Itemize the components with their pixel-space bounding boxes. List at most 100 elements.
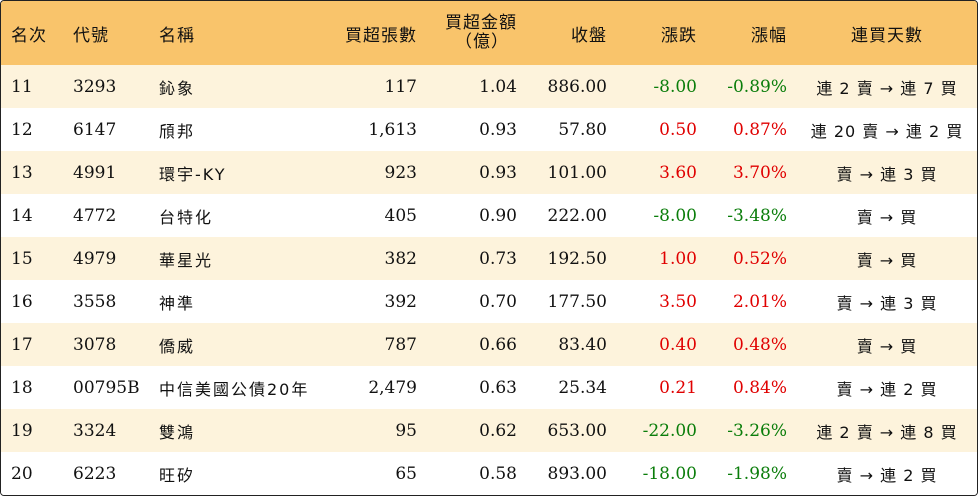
cell-net-buy-lots: 2,479 bbox=[368, 377, 417, 398]
cell-change: 3.50 bbox=[659, 291, 697, 312]
cell-rank: 20 bbox=[11, 463, 33, 484]
cell-close: 177.50 bbox=[547, 291, 607, 312]
cell-rank: 11 bbox=[11, 76, 33, 97]
cell-net-buy-lots: 1,613 bbox=[368, 119, 417, 140]
cell-net-buy-lots: 95 bbox=[395, 420, 417, 441]
header-change[interactable]: 漲跌 bbox=[661, 25, 697, 46]
cell-net-buy-amount: 0.66 bbox=[479, 334, 517, 355]
cell-change: 0.40 bbox=[659, 334, 697, 355]
cell-close: 893.00 bbox=[547, 463, 607, 484]
cell-net-buy-amount: 0.73 bbox=[479, 248, 517, 269]
table-row[interactable]: 17 3078 僑威 787 0.66 83.40 0.40 0.48% 賣 → 買 bbox=[1, 323, 977, 366]
cell-name: 鈊象 bbox=[159, 78, 196, 98]
cell-streak: 賣 → 連 3 買 bbox=[836, 164, 938, 184]
cell-rank: 14 bbox=[11, 205, 33, 226]
cell-net-buy-amount: 0.93 bbox=[479, 162, 517, 183]
cell-streak: 連 2 賣 → 連 8 買 bbox=[816, 422, 958, 442]
cell-code: 3293 bbox=[73, 76, 117, 97]
cell-code: 4991 bbox=[73, 162, 117, 183]
cell-change: -8.00 bbox=[653, 76, 697, 97]
cell-change-pct: -3.48% bbox=[727, 205, 787, 226]
cell-change-pct: 3.70% bbox=[732, 162, 787, 183]
cell-change: 3.60 bbox=[659, 162, 697, 183]
table-row[interactable]: 13 4991 環宇-KY 923 0.93 101.00 3.60 3.70% 賣 → 連 3… bbox=[1, 151, 977, 194]
cell-net-buy-amount: 0.63 bbox=[479, 377, 517, 398]
cell-rank: 12 bbox=[11, 119, 33, 140]
table-row[interactable]: 18 00795B 中信美國公債20年 2,479 0.63 25.34 0.21 0.84%… bbox=[1, 366, 977, 409]
cell-name: 環宇-KY bbox=[159, 164, 227, 184]
cell-change-pct: -3.26% bbox=[727, 420, 787, 441]
cell-change: -18.00 bbox=[642, 463, 697, 484]
cell-net-buy-amount: 1.04 bbox=[479, 76, 517, 97]
cell-net-buy-lots: 65 bbox=[395, 463, 417, 484]
cell-streak: 賣 → 連 2 買 bbox=[836, 379, 938, 399]
cell-streak: 賣 → 買 bbox=[856, 250, 918, 270]
cell-change-pct: -1.98% bbox=[727, 463, 787, 484]
cell-code: 4772 bbox=[73, 205, 117, 226]
cell-net-buy-lots: 405 bbox=[384, 205, 417, 226]
cell-code: 4979 bbox=[73, 248, 117, 269]
cell-close: 25.34 bbox=[558, 377, 607, 398]
table-row[interactable]: 20 6223 旺矽 65 0.58 893.00 -18.00 -1.98% 賣 → 連 2 … bbox=[1, 452, 977, 495]
cell-net-buy-amount: 0.62 bbox=[479, 420, 517, 441]
header-code[interactable]: 代號 bbox=[73, 25, 109, 46]
cell-streak: 連 20 賣 → 連 2 買 bbox=[810, 121, 964, 141]
cell-net-buy-lots: 787 bbox=[384, 334, 417, 355]
cell-name: 台特化 bbox=[159, 207, 214, 227]
cell-rank: 18 bbox=[11, 377, 33, 398]
cell-close: 653.00 bbox=[547, 420, 607, 441]
table-row[interactable]: 16 3558 神準 392 0.70 177.50 3.50 2.01% 賣 → 連 3 買 bbox=[1, 280, 977, 323]
cell-code: 6147 bbox=[73, 119, 117, 140]
cell-change: -8.00 bbox=[653, 205, 697, 226]
cell-code: 3078 bbox=[73, 334, 117, 355]
cell-net-buy-lots: 392 bbox=[384, 291, 417, 312]
cell-name: 雙鴻 bbox=[159, 422, 196, 442]
cell-code: 3558 bbox=[73, 291, 117, 312]
cell-name: 旺矽 bbox=[159, 465, 196, 485]
cell-net-buy-amount: 0.90 bbox=[479, 205, 517, 226]
cell-change-pct: 0.52% bbox=[732, 248, 787, 269]
cell-net-buy-amount: 0.70 bbox=[479, 291, 517, 312]
table-row[interactable]: 14 4772 台特化 405 0.90 222.00 -8.00 -3.48% 賣 → 買 bbox=[1, 194, 977, 237]
header-close[interactable]: 收盤 bbox=[571, 25, 607, 46]
cell-code: 00795B bbox=[73, 377, 140, 398]
cell-rank: 13 bbox=[11, 162, 33, 183]
cell-change-pct: 2.01% bbox=[732, 291, 787, 312]
cell-streak: 賣 → 買 bbox=[856, 336, 918, 356]
header-net-buy-amount[interactable]: 買超金額 （億） bbox=[421, 1, 517, 65]
cell-close: 192.50 bbox=[547, 248, 607, 269]
cell-change: 0.50 bbox=[659, 119, 697, 140]
cell-rank: 16 bbox=[11, 291, 33, 312]
table-row[interactable]: 15 4979 華星光 382 0.73 192.50 1.00 0.52% 賣 → 買 bbox=[1, 237, 977, 280]
cell-net-buy-lots: 923 bbox=[384, 162, 417, 183]
header-streak[interactable]: 連買天數 bbox=[851, 25, 923, 46]
table-row[interactable]: 11 3293 鈊象 117 1.04 886.00 -8.00 -0.89% 連 2 賣 → … bbox=[1, 65, 977, 108]
cell-close: 886.00 bbox=[547, 76, 607, 97]
cell-code: 3324 bbox=[73, 420, 117, 441]
cell-net-buy-amount: 0.93 bbox=[479, 119, 517, 140]
cell-streak: 賣 → 買 bbox=[856, 207, 918, 227]
cell-streak: 賣 → 連 2 買 bbox=[836, 465, 938, 485]
header-net-buy-amount-line1: 買超金額 bbox=[445, 13, 517, 33]
cell-change-pct: 0.87% bbox=[732, 119, 787, 140]
cell-change-pct: 0.84% bbox=[732, 377, 787, 398]
table-header: 名次 代號 名稱 買超張數 買超金額 （億） 收盤 漲跌 漲幅 連買天數 bbox=[1, 1, 977, 66]
cell-close: 57.80 bbox=[558, 119, 607, 140]
header-rank[interactable]: 名次 bbox=[11, 25, 47, 46]
cell-rank: 15 bbox=[11, 248, 33, 269]
cell-rank: 17 bbox=[11, 334, 33, 355]
table-row[interactable]: 12 6147 頎邦 1,613 0.93 57.80 0.50 0.87% 連 20 賣 → … bbox=[1, 108, 977, 151]
cell-code: 6223 bbox=[73, 463, 117, 484]
cell-close: 101.00 bbox=[547, 162, 607, 183]
cell-change: -22.00 bbox=[642, 420, 697, 441]
cell-name: 中信美國公債20年 bbox=[159, 379, 310, 399]
cell-close: 222.00 bbox=[547, 205, 607, 226]
cell-change: 1.00 bbox=[659, 248, 697, 269]
header-change-pct[interactable]: 漲幅 bbox=[751, 25, 787, 46]
header-net-buy-lots[interactable]: 買超張數 bbox=[345, 25, 417, 46]
cell-streak: 連 2 賣 → 連 7 買 bbox=[816, 78, 958, 98]
cell-change-pct: -0.89% bbox=[727, 76, 787, 97]
table-row[interactable]: 19 3324 雙鴻 95 0.62 653.00 -22.00 -3.26% 連 2 賣 → … bbox=[1, 409, 977, 452]
header-name[interactable]: 名稱 bbox=[159, 25, 195, 46]
